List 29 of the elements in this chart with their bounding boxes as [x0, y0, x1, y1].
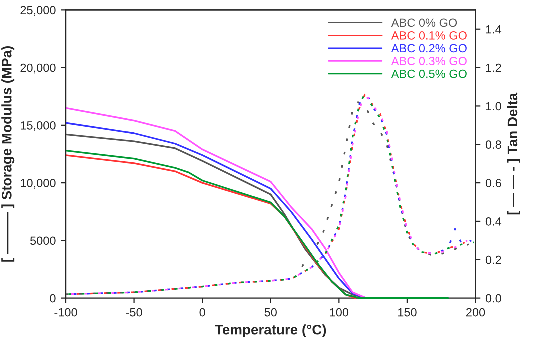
x-axis-title: Temperature (°C) [215, 324, 326, 338]
x-tick-label: 200 [466, 308, 486, 317]
y-tick-label: 25,000 [20, 6, 56, 16]
y2-tick-label: 0.6 [486, 179, 502, 188]
y2-tick-label: 1.4 [486, 26, 502, 34]
y-tick-label: 5000 [30, 236, 56, 246]
y2-tick-label: 1.0 [486, 102, 502, 111]
y-tick-label: 10,000 [21, 179, 56, 189]
legend-label: ABC 0.2% GO [391, 44, 467, 53]
x-tick-label: -50 [126, 308, 142, 317]
y-tick-label: 20,000 [20, 64, 56, 74]
y2-tick-label: 1.2 [486, 64, 502, 72]
y-tick-label: 0 [50, 294, 56, 303]
y-axis-title: [ ——— ] Storage Modulus (MPa) [2, 46, 15, 262]
y2-tick-label: 0.4 [486, 218, 502, 226]
y2-tick-label: 0.8 [486, 140, 502, 150]
legend-label: ABC 0.5% GO [391, 70, 467, 78]
y2-tick-label: 0.2 [486, 256, 502, 264]
x-tick-label: 50 [264, 308, 277, 317]
x-tick-label: 0 [200, 308, 206, 317]
y2-axis-title: [ — — - ] Tan Delta [507, 92, 520, 215]
legend-label: ABC 0.3% GO [391, 57, 467, 66]
x-tick-label: 100 [330, 308, 349, 317]
y2-tick-label: 0.0 [486, 294, 502, 303]
x-tick-label: 150 [398, 308, 417, 317]
legend-label: ABC 0% GO [391, 18, 458, 28]
x-tick-label: -100 [54, 308, 78, 317]
y-tick-label: 15,000 [21, 121, 56, 132]
legend-label: ABC 0.1% GO [391, 32, 467, 40]
